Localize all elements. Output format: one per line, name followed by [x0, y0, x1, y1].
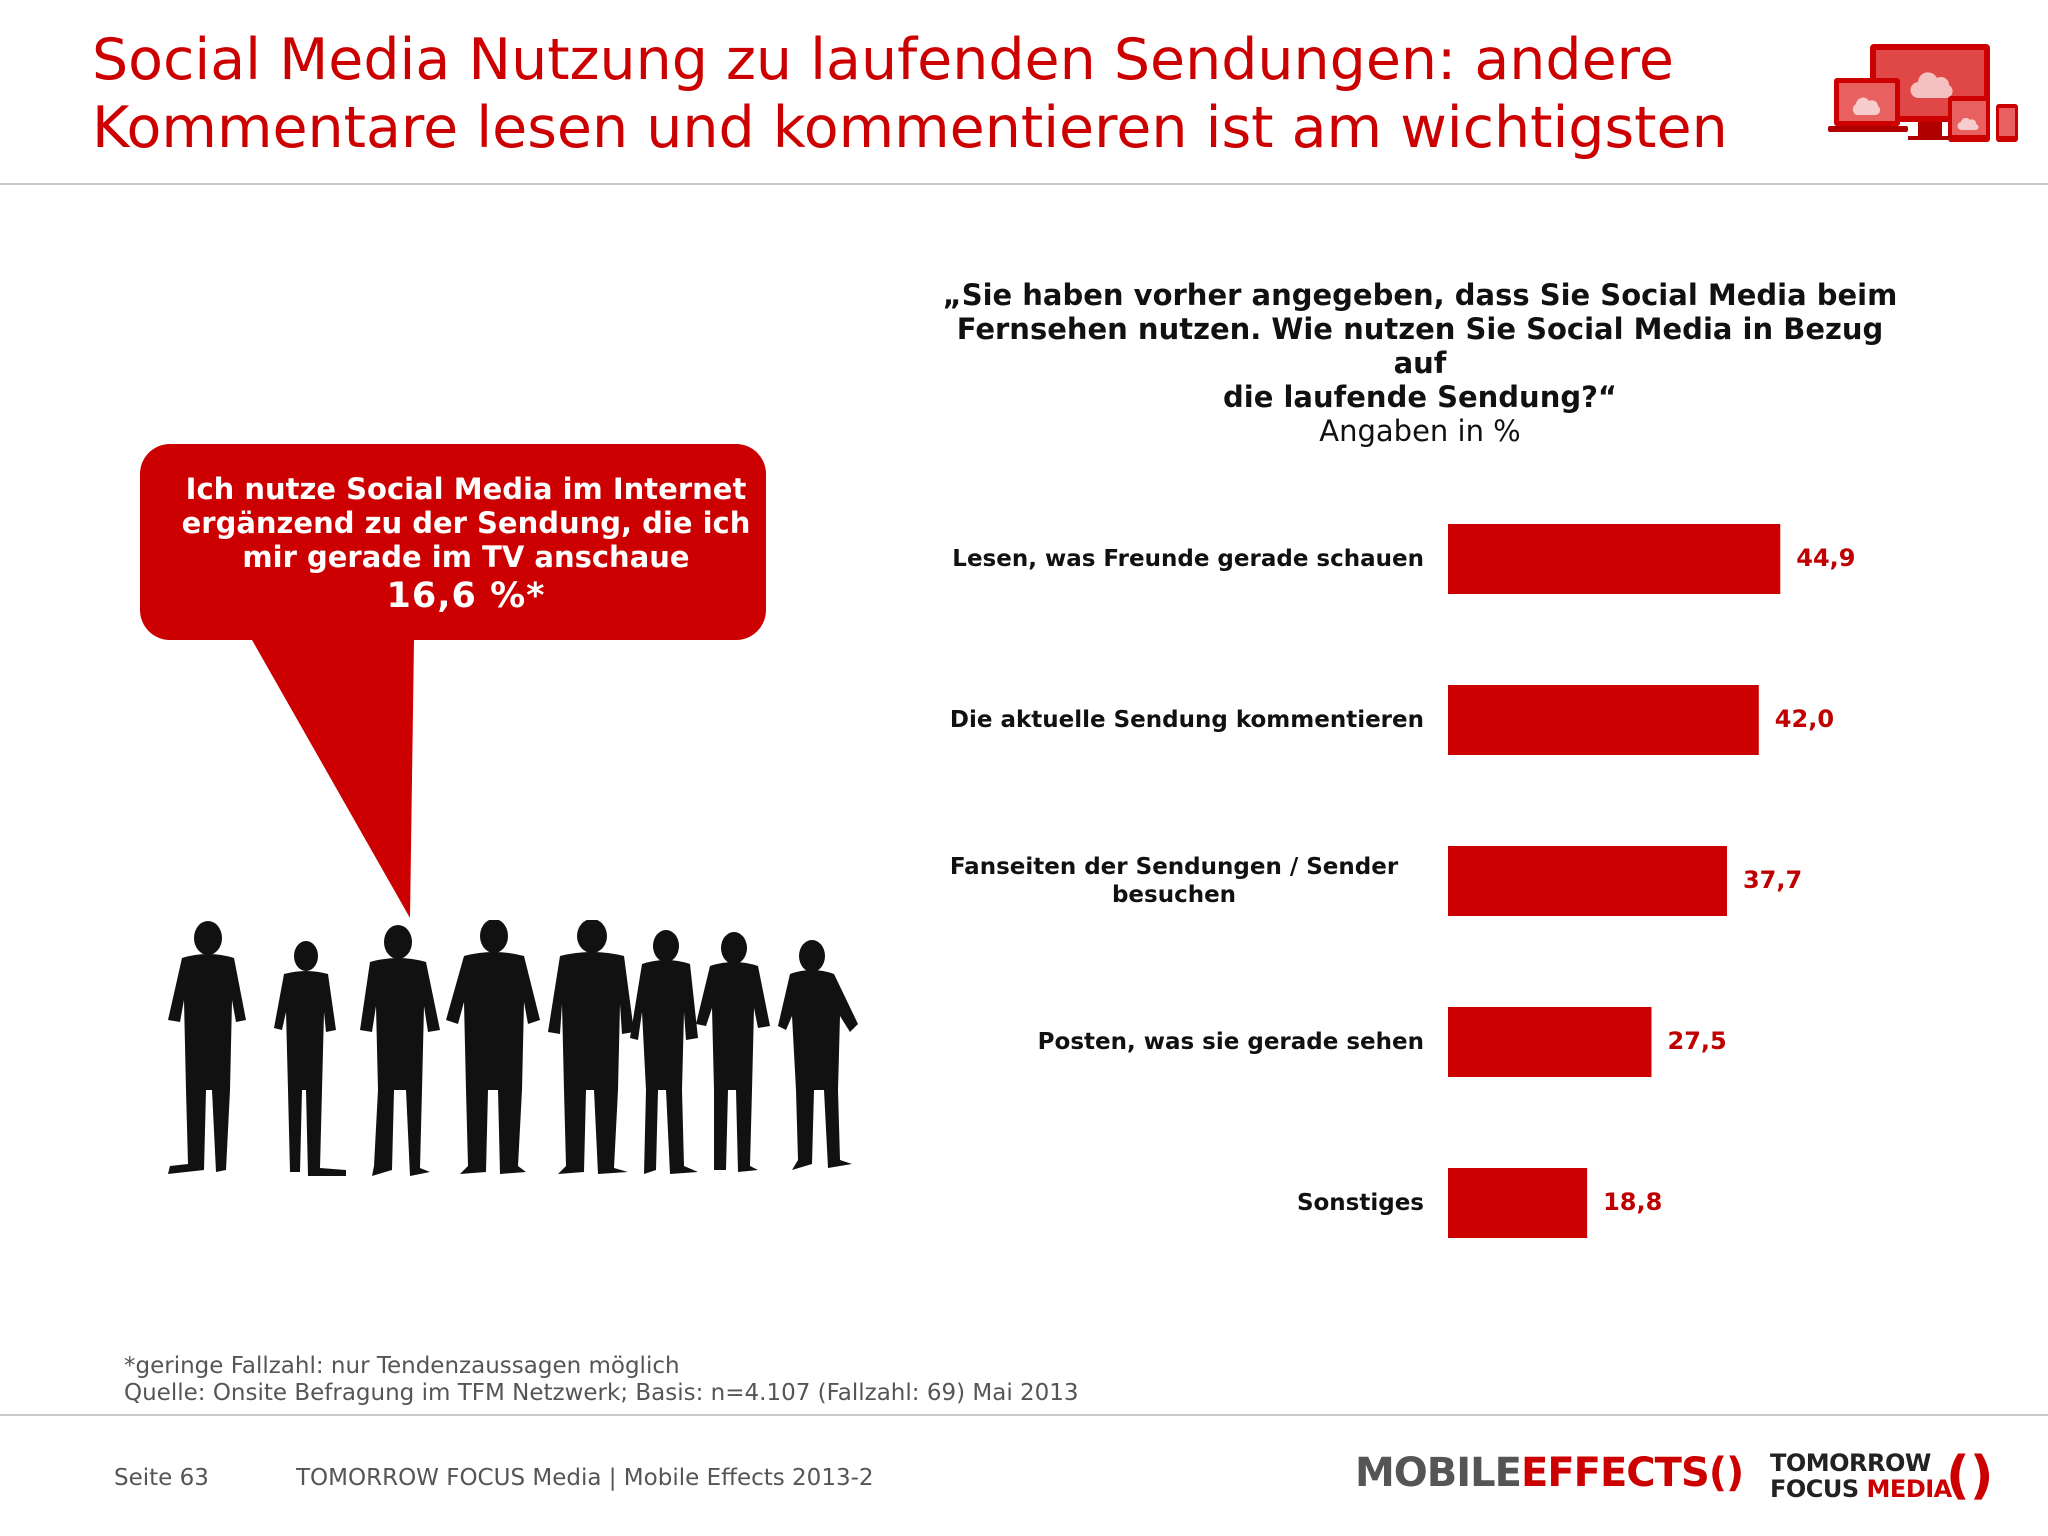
page-title-line1: Social Media Nutzung zu laufenden Sendun… [92, 27, 1674, 93]
category-label-5-line1: Sonstiges [1296, 1190, 1424, 1216]
chart-title-line3: die laufende Sendung?“ [1223, 380, 1617, 414]
category-label-4: Posten, was sie gerade sehen [924, 1028, 1424, 1056]
devices-cloud-icon [1828, 44, 2018, 142]
logo-paren-icon: () [1708, 1450, 1745, 1496]
category-label-1: Lesen, was Freunde gerade schauen [924, 545, 1424, 573]
category-label-2: Die aktuelle Sendung kommentieren [924, 706, 1424, 734]
bar-5 [1448, 1168, 1588, 1238]
header-divider [0, 183, 2048, 185]
callout-text: Ich nutze Social Media im Internet ergän… [148, 472, 784, 618]
category-label-4-line1: Posten, was sie gerade sehen [1037, 1029, 1424, 1055]
logo-effects-text: EFFECTS [1521, 1450, 1710, 1496]
logo-media-text: MEDIA [1866, 1475, 1953, 1503]
category-label-1-line1: Lesen, was Freunde gerade schauen [952, 546, 1424, 572]
value-label-4: 27,5 [1667, 1027, 1727, 1055]
category-label-5: Sonstiges [924, 1189, 1424, 1217]
category-label-3-line1: Fanseiten der Sendungen / Sender [949, 854, 1399, 880]
chart-subtitle: Angaben in % [1319, 414, 1521, 448]
value-label-2: 42,0 [1774, 705, 1835, 733]
callout-line1: Ich nutze Social Media im Internet [185, 472, 747, 506]
logo-mobile-text: MOBILE [1355, 1450, 1522, 1496]
callout-line2: ergänzend zu der Sendung, die ich [181, 506, 751, 540]
bar-1 [1448, 524, 1781, 594]
mobile-effects-logo: MOBILEEFFECTS() [1355, 1450, 1745, 1496]
speech-bubble [140, 444, 766, 918]
footnote-line1: *geringe Fallzahl: nur Tendenzaussagen m… [124, 1353, 680, 1379]
page-number: Seite 63 [114, 1465, 209, 1491]
footer-company: TOMORROW FOCUS Media | Mobile Effects 20… [296, 1465, 874, 1491]
bar-4 [1448, 1007, 1652, 1077]
value-label-1: 44,9 [1796, 544, 1856, 572]
tomorrow-focus-media-logo: TOMORROW FOCUS MEDIA [1770, 1450, 1952, 1502]
callout-value: 16,6 %* [386, 576, 546, 616]
value-label-3: 37,7 [1742, 866, 1803, 894]
footer-divider [0, 1414, 2048, 1416]
category-label-3: Fanseiten der Sendungen / Sender besuchen [924, 853, 1424, 909]
category-label-3-line2: besuchen [1111, 882, 1237, 908]
logo-tomorrow-text: TOMORROW [1770, 1449, 1931, 1477]
category-label-2-line1: Die aktuelle Sendung kommentieren [949, 707, 1424, 733]
chart-title: „Sie haben vorher angegeben, dass Sie So… [930, 278, 1910, 448]
chart-title-line2: Fernsehen nutzen. Wie nutzen Sie Social … [956, 312, 1884, 380]
source-line: Quelle: Onsite Befragung im TFM Netzwerk… [124, 1380, 1079, 1406]
bar-2 [1448, 685, 1759, 755]
callout-line3: mir gerade im TV anschaue [242, 540, 690, 574]
logo-focus-text: FOCUS [1770, 1475, 1867, 1503]
bar-3 [1448, 846, 1727, 916]
people-silhouettes-image [168, 920, 858, 1176]
tfm-paren-icon: () [1946, 1446, 1994, 1506]
footnote: *geringe Fallzahl: nur Tendenzaussagen m… [124, 1353, 1079, 1407]
chart-title-line1: „Sie haben vorher angegeben, dass Sie So… [942, 278, 1898, 312]
page-title-line2: Kommentare lesen und kommentieren ist am… [92, 95, 1728, 161]
value-label-5: 18,8 [1603, 1188, 1663, 1216]
page-title: Social Media Nutzung zu laufenden Sendun… [92, 26, 1772, 162]
